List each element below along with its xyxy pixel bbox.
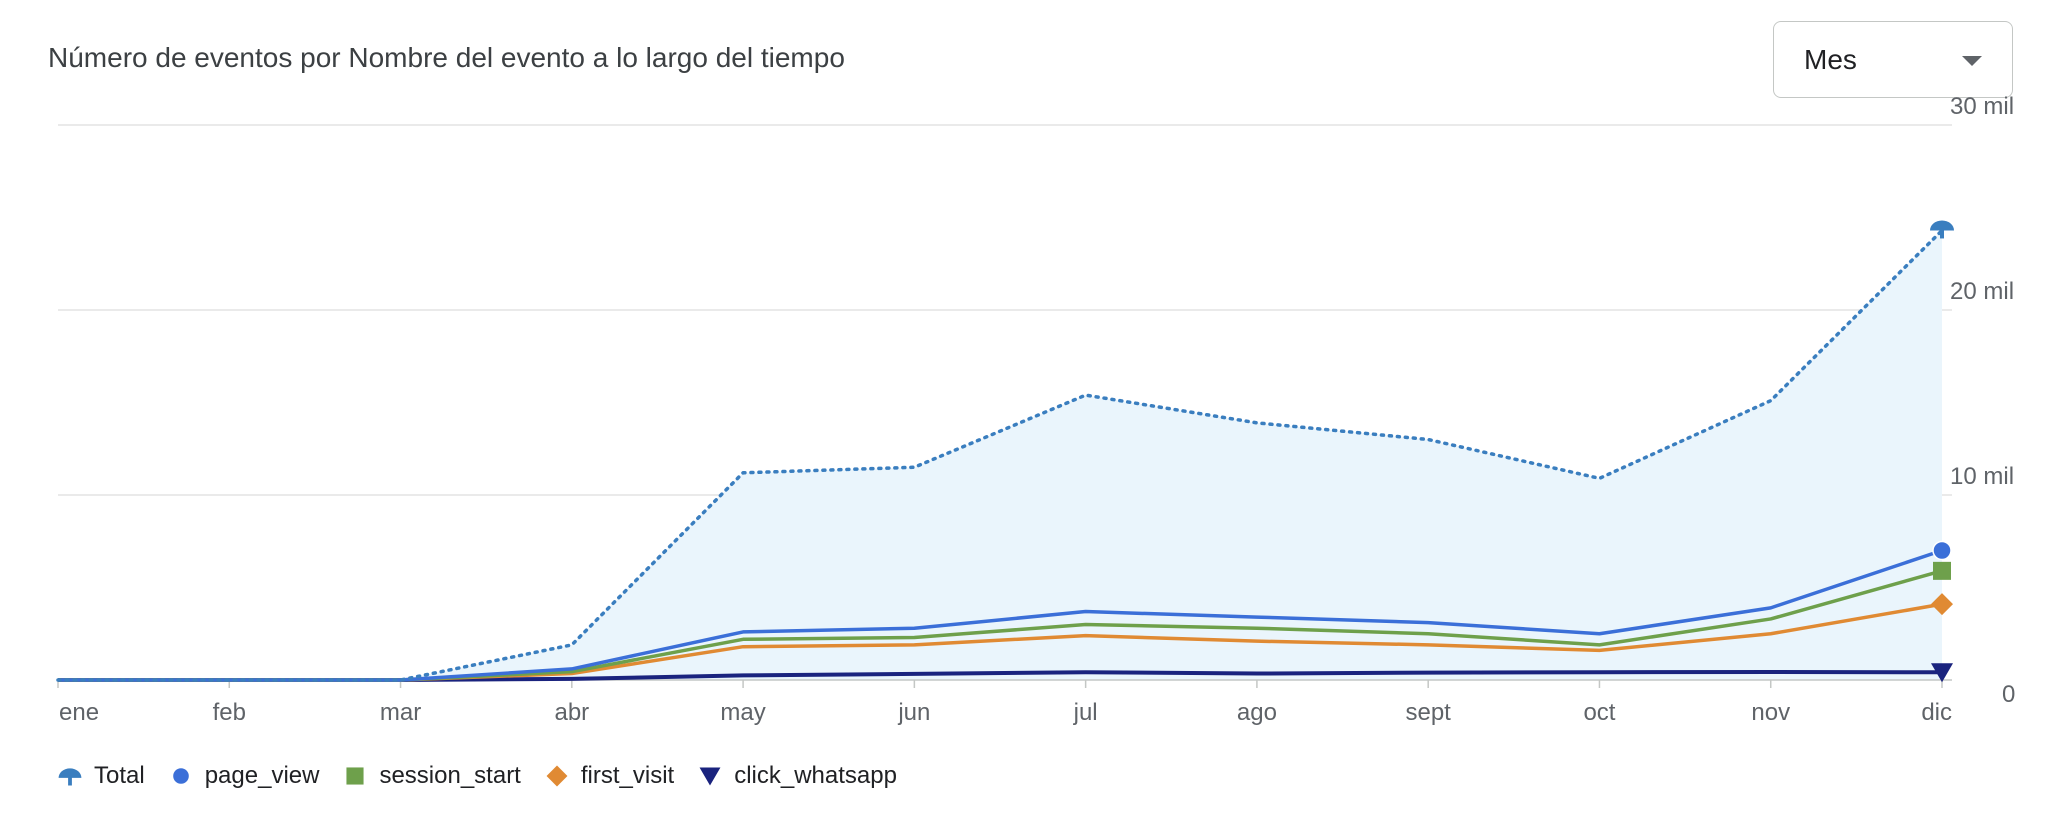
legend-marker-first_visit — [546, 765, 568, 787]
total-icon — [58, 768, 82, 786]
x-tick-label: ago — [1237, 699, 1277, 726]
period-select-value: Mes — [1804, 44, 1857, 75]
legend-item-Total[interactable]: Total — [56, 762, 145, 790]
line-chart: 0 10 mil 20 mil 30 mil ene feb mar abr may jun jul… — [56, 93, 2015, 726]
x-tick-label: jun — [897, 699, 930, 726]
x-tick-label: sept — [1405, 699, 1451, 726]
end-marker-first_visit — [1931, 593, 1953, 616]
y-tick-label: 0 — [2002, 681, 2015, 708]
legend-item-session_start[interactable]: session_start — [341, 762, 521, 790]
x-tick-label: oct — [1583, 699, 1615, 726]
legend-label: first_visit — [580, 762, 675, 789]
legend-item-first_visit[interactable]: first_visit — [543, 762, 674, 790]
circle-icon — [171, 766, 191, 786]
legend-item-click_whatsapp[interactable]: click_whatsapp — [696, 762, 897, 790]
x-tick-label: mar — [380, 699, 421, 726]
series-line-Total — [56, 228, 1944, 682]
x-tick-label: ene — [59, 699, 99, 726]
legend-marker-click_whatsapp — [699, 767, 721, 786]
end-marker-page_view — [1932, 540, 1952, 561]
diamond-icon — [546, 765, 568, 787]
legend-marker-Total — [58, 768, 82, 778]
x-tick-label: jul — [1073, 699, 1098, 726]
x-tick-label: may — [720, 699, 765, 726]
end-marker-click_whatsapp — [1931, 663, 1953, 683]
chevron-down-icon — [1962, 56, 1982, 66]
chart-legend: Total page_view session_start first_visit cl… — [56, 762, 919, 790]
period-select[interactable]: Mes — [1773, 21, 2013, 98]
end-marker-session_start — [1933, 561, 1951, 580]
legend-label: page_view — [204, 762, 320, 789]
y-tick-label: 20 mil — [1950, 278, 2014, 305]
x-tick-label: dic — [1921, 699, 1952, 726]
x-tick-label: feb — [213, 699, 246, 726]
end-marker-Total-stem — [1940, 229, 1944, 239]
legend-label: Total — [94, 762, 145, 789]
end-marker-Total — [1930, 220, 1954, 231]
y-tick-label: 10 mil — [1950, 463, 2014, 490]
legend-marker-session_start — [346, 767, 365, 785]
legend-marker-Total-stem — [68, 776, 72, 786]
legend-label: session_start — [379, 762, 521, 789]
x-tick-label: abr — [554, 699, 589, 726]
legend-marker-page_view — [171, 766, 191, 786]
y-tick-label: 30 mil — [1950, 93, 2014, 120]
triangle-down-icon — [699, 767, 721, 786]
x-tick-label: nov — [1751, 699, 1790, 726]
total-area — [58, 230, 1942, 680]
legend-label: click_whatsapp — [734, 762, 897, 789]
square-icon — [346, 767, 365, 785]
page-title: Número de eventos por Nombre del evento … — [48, 42, 845, 73]
legend-item-page_view[interactable]: page_view — [167, 762, 320, 790]
